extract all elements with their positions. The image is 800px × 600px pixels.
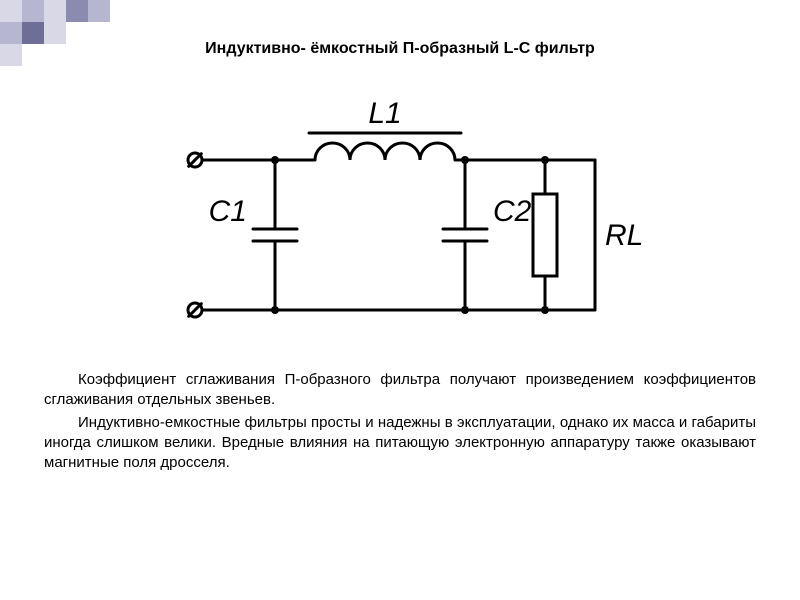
svg-text:RL: RL [605,219,643,252]
paragraph-1: Коэффициент сглаживания П-образного филь… [44,370,756,411]
page-title: Индуктивно- ёмкостный П-образный L-C фил… [0,40,800,58]
svg-text:C1: C1 [209,195,247,228]
svg-text:C2: C2 [493,195,532,228]
paragraph-2: Индуктивно-емкостные фильтры просты и на… [44,413,756,474]
svg-text:L1: L1 [368,97,401,130]
circuit-diagram: L1 C1 C2 RL [155,80,645,340]
body-text: Коэффициент сглаживания П-образного филь… [44,370,756,475]
corner-decoration [0,0,140,70]
